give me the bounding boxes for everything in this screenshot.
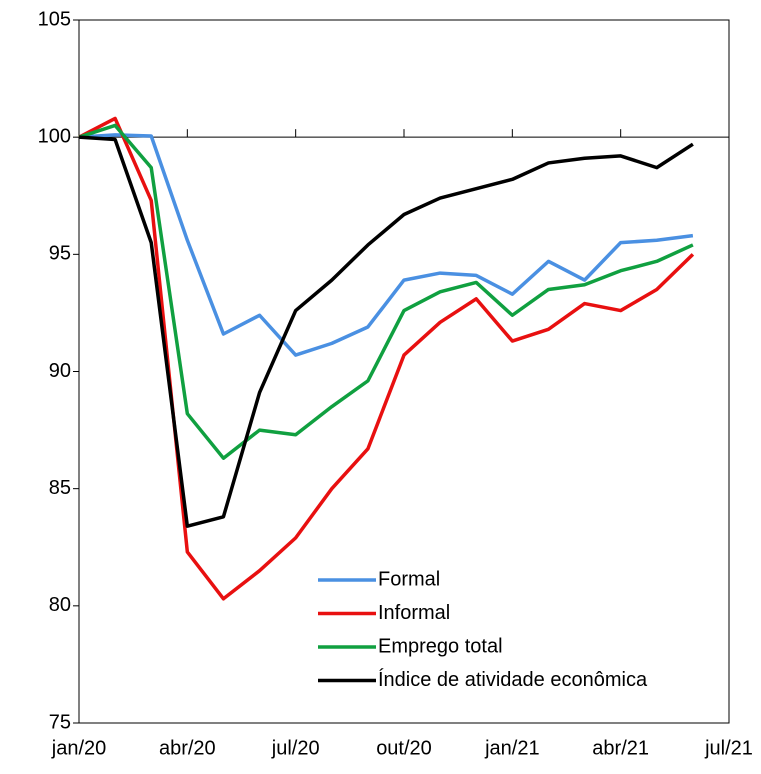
x-tick-label: abr/20 (159, 737, 216, 759)
x-tick-label: jul/20 (271, 737, 320, 759)
series-line (78, 116, 695, 601)
y-tick-label: 90 (49, 360, 71, 382)
y-tick-label: 80 (49, 594, 71, 616)
y-tick-label: 100 (38, 125, 71, 147)
legend-label: Emprego total (378, 635, 503, 657)
y-tick-label: 105 (38, 8, 71, 30)
x-tick-label: abr/21 (592, 737, 649, 759)
legend-label: Índice de atividade econômica (378, 668, 648, 691)
x-tick-label: jul/21 (704, 737, 753, 759)
x-tick-label: jan/21 (484, 737, 540, 759)
y-tick-label: 85 (49, 477, 71, 499)
legend-label: Formal (378, 568, 440, 590)
series-line (78, 135, 694, 528)
series-line (78, 123, 694, 460)
series-line (78, 133, 694, 357)
x-tick-label: out/20 (376, 737, 432, 759)
legend-label: Informal (378, 602, 450, 624)
x-tick-label: jan/20 (51, 737, 107, 759)
y-tick-label: 75 (49, 711, 71, 733)
y-tick-label: 95 (49, 243, 71, 265)
